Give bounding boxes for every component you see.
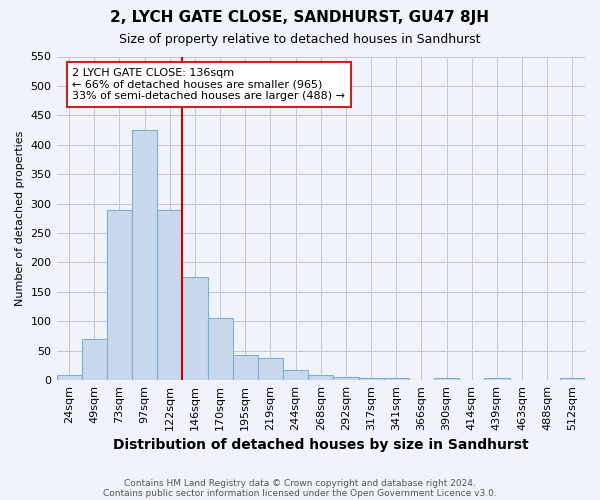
Bar — [258, 358, 283, 380]
X-axis label: Distribution of detached houses by size in Sandhurst: Distribution of detached houses by size … — [113, 438, 529, 452]
Bar — [359, 378, 383, 380]
Text: 2 LYCH GATE CLOSE: 136sqm
← 66% of detached houses are smaller (965)
33% of semi: 2 LYCH GATE CLOSE: 136sqm ← 66% of detac… — [73, 68, 346, 101]
Bar — [208, 318, 233, 380]
Bar — [233, 355, 258, 380]
Bar — [56, 376, 82, 380]
Bar — [308, 376, 334, 380]
Bar — [560, 378, 585, 380]
Text: 2, LYCH GATE CLOSE, SANDHURST, GU47 8JH: 2, LYCH GATE CLOSE, SANDHURST, GU47 8JH — [110, 10, 490, 25]
Text: Contains HM Land Registry data © Crown copyright and database right 2024.: Contains HM Land Registry data © Crown c… — [124, 478, 476, 488]
Bar — [334, 377, 359, 380]
Bar — [484, 378, 509, 380]
Y-axis label: Number of detached properties: Number of detached properties — [15, 130, 25, 306]
Text: Size of property relative to detached houses in Sandhurst: Size of property relative to detached ho… — [119, 32, 481, 46]
Bar — [434, 378, 459, 380]
Text: Contains public sector information licensed under the Open Government Licence v3: Contains public sector information licen… — [103, 488, 497, 498]
Bar — [283, 370, 308, 380]
Bar — [82, 339, 107, 380]
Bar — [107, 210, 132, 380]
Bar — [157, 210, 182, 380]
Bar — [132, 130, 157, 380]
Bar — [182, 277, 208, 380]
Bar — [383, 378, 409, 380]
